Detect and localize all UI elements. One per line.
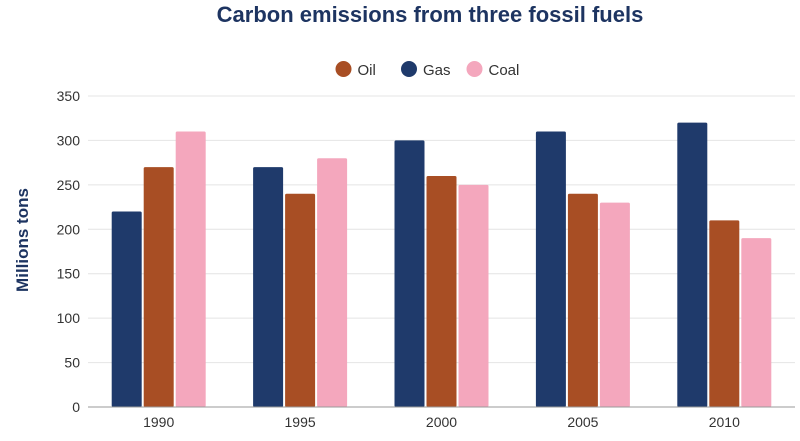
- bar-gas-2010: [677, 122, 708, 408]
- legend-item-oil: Oil: [335, 61, 376, 79]
- y-tick-label: 350: [57, 88, 81, 104]
- bar-oil-2000: [426, 175, 457, 407]
- y-axis-ticks: 0 50 100 150 200 250 300 350: [57, 88, 81, 415]
- x-tick-label: 2010: [709, 414, 740, 430]
- legend-label: Gas: [423, 62, 451, 79]
- y-tick-label: 300: [57, 132, 81, 148]
- y-tick-label: 100: [57, 310, 81, 326]
- x-tick-label: 2000: [426, 414, 457, 430]
- legend-item-coal: Coal: [466, 61, 520, 79]
- bar-coal-1995: [317, 158, 348, 407]
- legend-swatch: [401, 61, 417, 77]
- bar-gas-1990: [111, 211, 142, 407]
- y-tick-label: 50: [64, 355, 80, 371]
- bar-oil-2010: [709, 220, 740, 407]
- x-axis-ticks: 1990 1995 2000 2005 2010: [143, 414, 740, 430]
- x-tick-label: 1995: [285, 414, 316, 430]
- y-tick-label: 250: [57, 177, 81, 193]
- bar-gas-1995: [253, 167, 284, 407]
- y-tick-label: 200: [57, 221, 81, 237]
- chart-title: Carbon emissions from three fossil fuels: [217, 2, 644, 27]
- y-axis-label: Millions tons: [13, 188, 32, 292]
- legend-swatch: [466, 61, 483, 77]
- bar-gas-2000: [394, 140, 425, 407]
- x-tick-label: 2005: [567, 414, 598, 430]
- legend-item-gas: Gas: [401, 61, 451, 79]
- bar-oil-2005: [567, 193, 598, 407]
- y-tick-label: 0: [72, 399, 80, 415]
- bar-coal-2000: [458, 184, 489, 407]
- legend-label: Coal: [489, 62, 520, 79]
- bar-gas-2005: [535, 131, 566, 408]
- y-tick-label: 150: [57, 266, 81, 282]
- bar-oil-1990: [143, 167, 174, 407]
- bar-coal-2010: [741, 238, 772, 407]
- bar-coal-1990: [175, 131, 206, 408]
- legend-swatch: [335, 61, 352, 77]
- bar-coal-2005: [599, 202, 630, 407]
- legend: Oil Gas Coal: [335, 61, 520, 79]
- legend-label: Oil: [358, 62, 376, 79]
- x-tick-label: 1990: [143, 414, 174, 430]
- bar-oil-1995: [285, 193, 316, 407]
- bars: [111, 122, 772, 408]
